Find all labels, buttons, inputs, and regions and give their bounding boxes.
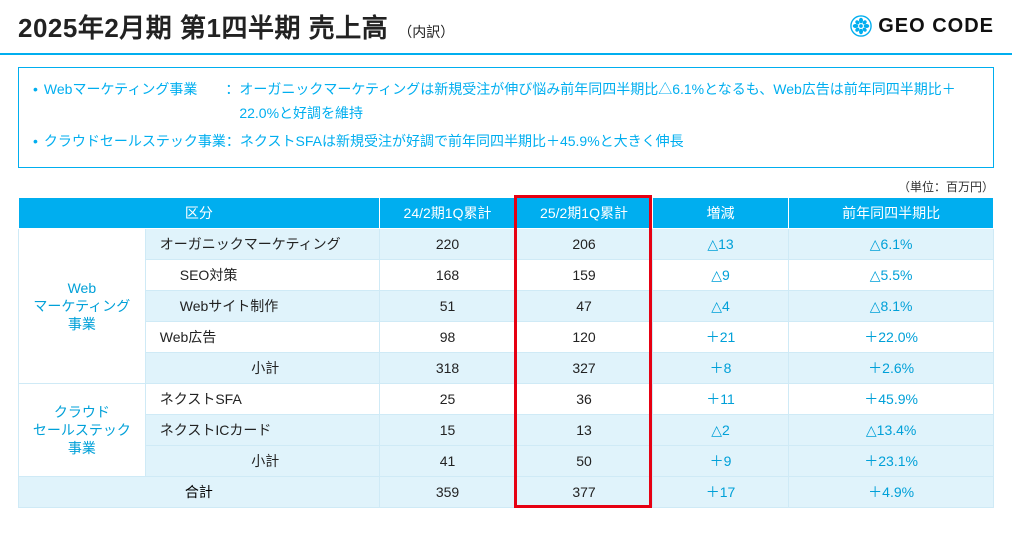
table-body: Webマーケティング事業オーガニックマーケティング220206△13△6.1%S… <box>19 229 994 508</box>
table-row: Webマーケティング事業オーガニックマーケティング220206△13△6.1% <box>19 229 994 260</box>
value-cell: ＋22.0% <box>789 322 994 353</box>
item-cell: Webサイト制作 <box>145 291 379 322</box>
revenue-table: 区分24/2期1Q累計25/2期1Q累計増減前年同四半期比 Webマーケティング… <box>18 197 994 508</box>
callout-text: オーガニックマーケティングは新規受注が伸び悩み前年同四半期比△6.1%となるも、… <box>239 78 979 126</box>
value-cell: ＋9 <box>652 446 789 477</box>
callout-item: •Webマーケティング事業 ：オーガニックマーケティングは新規受注が伸び悩み前年… <box>33 78 979 126</box>
table-row: Webサイト制作5147△4△8.1% <box>19 291 994 322</box>
table-row: ネクストICカード1513△2△13.4% <box>19 415 994 446</box>
item-cell: 合計 <box>19 477 380 508</box>
col-header: 25/2期1Q累計 <box>516 198 653 229</box>
value-cell: 25 <box>379 384 516 415</box>
value-cell: 36 <box>516 384 653 415</box>
brand-logo: GEO CODE <box>850 15 994 38</box>
value-cell: 120 <box>516 322 653 353</box>
value-cell: △4 <box>652 291 789 322</box>
table-row: 小計4150＋9＋23.1% <box>19 446 994 477</box>
value-cell: ＋4.9% <box>789 477 994 508</box>
value-cell: 41 <box>379 446 516 477</box>
table-head: 区分24/2期1Q累計25/2期1Q累計増減前年同四半期比 <box>19 198 994 229</box>
category-cell: クラウドセールステック事業 <box>19 384 146 477</box>
value-cell: 377 <box>516 477 653 508</box>
col-header: 24/2期1Q累計 <box>379 198 516 229</box>
value-cell: 318 <box>379 353 516 384</box>
value-cell: △5.5% <box>789 260 994 291</box>
value-cell: △13 <box>652 229 789 260</box>
col-header: 区分 <box>19 198 380 229</box>
page-title: 2025年2月期 第1四半期 売上高 <box>18 8 388 45</box>
value-cell: 168 <box>379 260 516 291</box>
value-cell: ＋21 <box>652 322 789 353</box>
grand-total-row: 合計359377＋17＋4.9% <box>19 477 994 508</box>
value-cell: 98 <box>379 322 516 353</box>
value-cell: 50 <box>516 446 653 477</box>
title-group: 2025年2月期 第1四半期 売上高 （内訳） <box>18 8 454 45</box>
value-cell: ＋23.1% <box>789 446 994 477</box>
col-header: 前年同四半期比 <box>789 198 994 229</box>
item-cell: 小計 <box>145 353 379 384</box>
item-cell: ネクストICカード <box>145 415 379 446</box>
unit-label: （単位：百万円） <box>18 178 994 195</box>
item-cell: 小計 <box>145 446 379 477</box>
summary-callout: •Webマーケティング事業 ：オーガニックマーケティングは新規受注が伸び悩み前年… <box>18 67 994 168</box>
callout-sep: ： <box>197 78 239 126</box>
category-cell: Webマーケティング事業 <box>19 229 146 384</box>
table-row: Web広告98120＋21＋22.0% <box>19 322 994 353</box>
page-subtitle: （内訳） <box>398 22 454 42</box>
value-cell: 47 <box>516 291 653 322</box>
logo-text: GEO CODE <box>878 15 994 38</box>
bullet-icon: • <box>33 130 38 154</box>
callout-text: ネクストSFAは新規受注が好調で前年同四半期比＋45.9%と大きく伸長 <box>240 130 684 154</box>
value-cell: 159 <box>516 260 653 291</box>
logo-icon <box>850 15 872 37</box>
value-cell: △9 <box>652 260 789 291</box>
value-cell: 13 <box>516 415 653 446</box>
item-cell: SEO対策 <box>145 260 379 291</box>
value-cell: 359 <box>379 477 516 508</box>
value-cell: △6.1% <box>789 229 994 260</box>
callout-label: Webマーケティング事業 <box>44 78 197 126</box>
table-row: SEO対策168159△9△5.5% <box>19 260 994 291</box>
table-wrap: 区分24/2期1Q累計25/2期1Q累計増減前年同四半期比 Webマーケティング… <box>18 197 994 508</box>
page-header: 2025年2月期 第1四半期 売上高 （内訳） GEO CODE <box>0 0 1012 55</box>
value-cell: 327 <box>516 353 653 384</box>
value-cell: △13.4% <box>789 415 994 446</box>
col-header: 増減 <box>652 198 789 229</box>
callout-label: クラウドセールステック事業 <box>44 130 226 154</box>
item-cell: オーガニックマーケティング <box>145 229 379 260</box>
table-row: 小計318327＋8＋2.6% <box>19 353 994 384</box>
value-cell: 220 <box>379 229 516 260</box>
value-cell: ＋2.6% <box>789 353 994 384</box>
value-cell: ＋8 <box>652 353 789 384</box>
value-cell: 51 <box>379 291 516 322</box>
value-cell: 15 <box>379 415 516 446</box>
table-row: クラウドセールステック事業ネクストSFA2536＋11＋45.9% <box>19 384 994 415</box>
callout-sep: ： <box>226 130 240 154</box>
value-cell: ＋11 <box>652 384 789 415</box>
item-cell: ネクストSFA <box>145 384 379 415</box>
value-cell: ＋17 <box>652 477 789 508</box>
value-cell: △2 <box>652 415 789 446</box>
callout-item: •クラウドセールステック事業：ネクストSFAは新規受注が好調で前年同四半期比＋4… <box>33 130 979 154</box>
bullet-icon: • <box>33 78 38 126</box>
value-cell: 206 <box>516 229 653 260</box>
value-cell: △8.1% <box>789 291 994 322</box>
item-cell: Web広告 <box>145 322 379 353</box>
value-cell: ＋45.9% <box>789 384 994 415</box>
